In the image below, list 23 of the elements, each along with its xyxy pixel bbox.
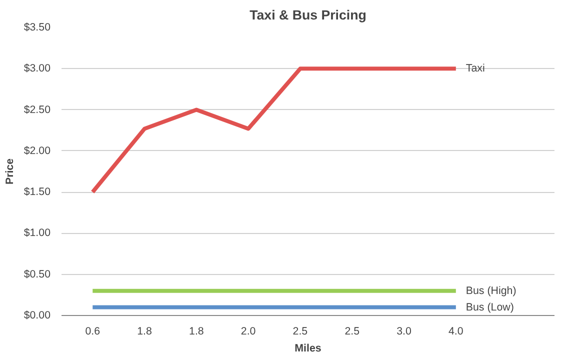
x-tick-label: 4.0	[448, 326, 464, 338]
x-tick-label: 1.8	[137, 326, 152, 338]
y-tick-label: $1.50	[24, 186, 51, 198]
y-tick-label: $2.50	[24, 104, 51, 116]
x-axis-title: Miles	[294, 342, 322, 354]
x-tick-label: 1.8	[189, 326, 204, 338]
series-label: Bus (Low)	[466, 301, 514, 314]
y-tick-label: $0.50	[24, 268, 51, 280]
x-tick-label: 3.0	[396, 326, 412, 338]
chart-title: Taxi & Bus Pricing	[250, 8, 366, 22]
y-tick-label: $1.00	[24, 227, 51, 240]
x-tick-label: 2.5	[344, 326, 360, 338]
y-tick-label: $0.00	[24, 310, 51, 322]
y-tick-label: $3.50	[24, 22, 51, 34]
line-series	[90, 66, 458, 194]
series-label: Taxi	[466, 62, 485, 75]
x-tick-label: 2.0	[240, 326, 256, 338]
x-tick-label: 0.6	[85, 326, 100, 338]
y-tick-label: $2.00	[24, 144, 51, 157]
series-label: Bus (High)	[466, 284, 516, 297]
y-tick-label: $3.00	[24, 62, 51, 75]
x-tick-label: 2.5	[292, 326, 308, 338]
y-axis-title: Price	[4, 158, 16, 185]
